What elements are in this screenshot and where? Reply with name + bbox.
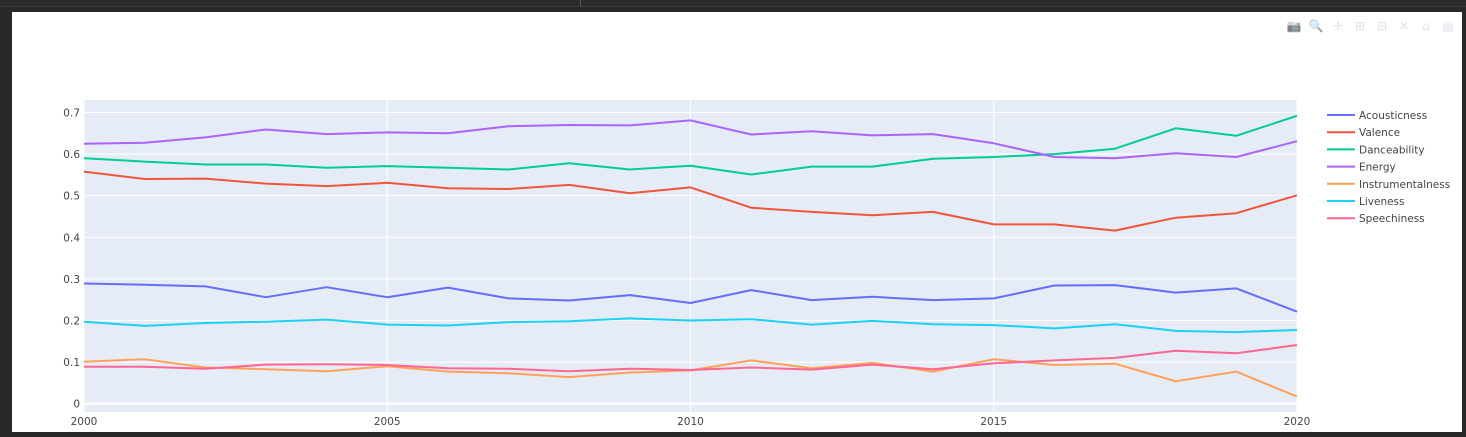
x-tick-label: 2020 — [1284, 416, 1311, 428]
zoom-in-icon[interactable]: ⊞ — [1354, 19, 1366, 33]
series-line-danceability — [83, 114, 1298, 176]
camera-icon[interactable]: 📷 — [1286, 19, 1302, 33]
x-tick-label: 2005 — [374, 416, 401, 428]
legend-label-instrumentalness: Instrumentalness — [1359, 179, 1450, 191]
autoscale-icon[interactable]: ✕ — [1398, 19, 1410, 33]
legend-label-valence: Valence — [1359, 127, 1400, 139]
legend-label-speechiness: Speechiness — [1359, 213, 1425, 225]
zoom-out-icon[interactable]: ⊟ — [1376, 19, 1388, 33]
line-chart: 0 0.1 0.2 0.3 0.4 0.5 0.6 0.7 2000 2005 2010 2015 20… — [63, 100, 1450, 428]
window-top-border — [0, 6, 1466, 7]
pan-icon[interactable]: ✛ — [1332, 19, 1344, 33]
x-tick-label: 2000 — [71, 416, 98, 428]
legend-label-liveness: Liveness — [1359, 196, 1405, 208]
x-tick-label: 2015 — [980, 416, 1007, 428]
y-tick-label: 0.7 — [63, 107, 80, 119]
y-tick-label: 0.1 — [63, 357, 80, 369]
plotly-logo-icon[interactable]: ▤ — [1442, 19, 1454, 33]
panel-divider — [580, 0, 581, 6]
y-tick-label: 0.4 — [63, 232, 80, 244]
legend-label-energy: Energy — [1359, 162, 1396, 174]
series-line-energy — [83, 119, 1298, 160]
series-line-speechiness — [84, 344, 1298, 373]
series-line-liveness — [83, 317, 1298, 334]
y-tick-label: 0.2 — [63, 315, 80, 327]
series-line-valence — [83, 170, 1298, 232]
y-tick-label: 0 — [73, 399, 80, 411]
x-tick-label: 2010 — [677, 416, 704, 428]
legend-label-danceability: Danceability — [1359, 144, 1425, 156]
modebar: 📷 🔍 ✛ ⊞ ⊟ ✕ ⌂ ▤ — [1286, 18, 1456, 34]
y-tick-label: 0.5 — [63, 191, 80, 203]
y-tick-label: 0.3 — [63, 274, 80, 286]
legend-label-acousticness: Acousticness — [1359, 110, 1427, 122]
reset-axes-icon[interactable]: ⌂ — [1422, 19, 1430, 33]
window-top-strip — [0, 0, 1466, 6]
plot-frame: 📷 🔍 ✛ ⊞ ⊟ ✕ ⌂ ▤ 0 0.1 0.2 0.3 0.4 0.5 0.6 0.7 2000 2005 2… — [12, 12, 1462, 432]
zoom-icon[interactable]: 🔍 — [1308, 19, 1324, 33]
series-line-acousticness — [83, 282, 1298, 313]
y-tick-label: 0.6 — [63, 149, 80, 161]
